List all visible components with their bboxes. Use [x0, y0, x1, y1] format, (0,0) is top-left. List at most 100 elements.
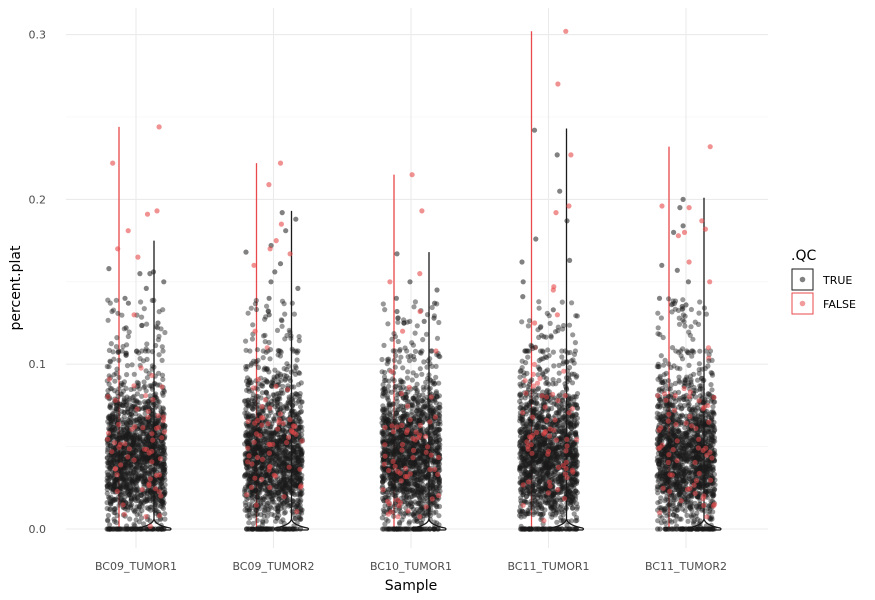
point-true	[133, 480, 139, 486]
point-false	[265, 421, 271, 427]
point-true	[123, 352, 129, 358]
point-true	[294, 443, 300, 449]
outlier-true	[137, 271, 143, 277]
point-true	[160, 498, 166, 504]
point-false	[158, 493, 164, 499]
point-true	[125, 406, 131, 412]
point-true	[116, 451, 123, 457]
point-true	[140, 460, 147, 466]
outlier-true	[272, 269, 278, 275]
point-true	[129, 362, 135, 368]
point-true	[133, 348, 140, 354]
outlier-true	[243, 249, 249, 255]
point-true	[390, 348, 396, 354]
point-true	[111, 372, 117, 378]
point-true	[430, 378, 436, 385]
point-false	[410, 435, 416, 442]
point-true	[116, 386, 122, 392]
point-true	[105, 317, 111, 323]
point-false	[385, 498, 391, 504]
point-true	[107, 465, 113, 471]
point-true	[119, 483, 125, 489]
point-true	[161, 389, 167, 395]
point-true	[153, 460, 160, 467]
point-true	[107, 522, 113, 528]
point-false	[381, 461, 387, 467]
point-true	[104, 469, 110, 475]
point-false	[297, 466, 303, 472]
point-true	[114, 366, 120, 372]
outlier-true	[277, 261, 284, 267]
point-true	[134, 490, 140, 496]
point-true	[160, 497, 166, 503]
point-true	[402, 345, 408, 351]
point-true	[127, 411, 133, 418]
point-false	[157, 456, 163, 462]
point-true	[160, 423, 166, 429]
point-true	[250, 395, 256, 401]
point-true	[115, 451, 121, 457]
point-true	[111, 496, 118, 502]
point-true	[129, 464, 135, 470]
point-true	[431, 510, 437, 516]
point-true	[400, 379, 406, 385]
point-false	[244, 492, 250, 498]
point-true	[158, 481, 164, 487]
point-true	[425, 375, 431, 382]
point-false	[139, 486, 145, 493]
point-false	[276, 417, 282, 423]
point-true	[149, 363, 155, 369]
point-true	[393, 479, 399, 485]
point-true	[153, 479, 159, 485]
point-true	[298, 380, 304, 386]
point-true	[293, 400, 299, 406]
outlier-true	[279, 210, 285, 216]
point-false	[277, 411, 284, 417]
point-true	[137, 434, 143, 440]
point-true	[146, 419, 152, 425]
point-true	[434, 335, 441, 341]
point-true	[132, 508, 138, 514]
point-true	[278, 505, 284, 512]
point-true	[412, 348, 419, 354]
point-false	[147, 476, 153, 482]
point-true	[156, 352, 162, 358]
point-true	[379, 515, 385, 521]
point-true	[158, 503, 164, 509]
point-true	[431, 526, 437, 532]
point-true	[263, 389, 269, 395]
outlier-true	[125, 300, 131, 306]
point-true	[427, 485, 433, 491]
point-true	[280, 501, 287, 507]
point-true	[112, 408, 118, 414]
point-true	[147, 494, 153, 500]
point-true	[158, 462, 164, 468]
point-false	[245, 445, 251, 451]
point-true	[298, 516, 304, 523]
point-true	[382, 369, 388, 376]
point-true	[284, 405, 290, 411]
point-true	[141, 306, 147, 312]
point-true	[423, 460, 430, 466]
point-true	[160, 465, 166, 471]
point-true	[142, 405, 148, 411]
point-true	[251, 403, 257, 409]
point-true	[109, 386, 115, 392]
point-true	[131, 507, 137, 513]
point-true	[114, 390, 120, 396]
outlier-true	[401, 320, 407, 326]
point-true	[134, 417, 140, 423]
point-true	[259, 526, 266, 532]
point-true	[268, 383, 275, 389]
point-true	[114, 480, 120, 486]
point-true	[293, 449, 299, 455]
point-true	[418, 520, 424, 527]
point-true	[148, 427, 154, 433]
point-true	[143, 388, 149, 394]
point-true	[118, 391, 124, 397]
outlier-false	[419, 208, 425, 214]
point-true	[287, 411, 293, 417]
point-true	[133, 466, 139, 472]
point-false	[255, 376, 261, 382]
outlier-true	[431, 315, 437, 321]
